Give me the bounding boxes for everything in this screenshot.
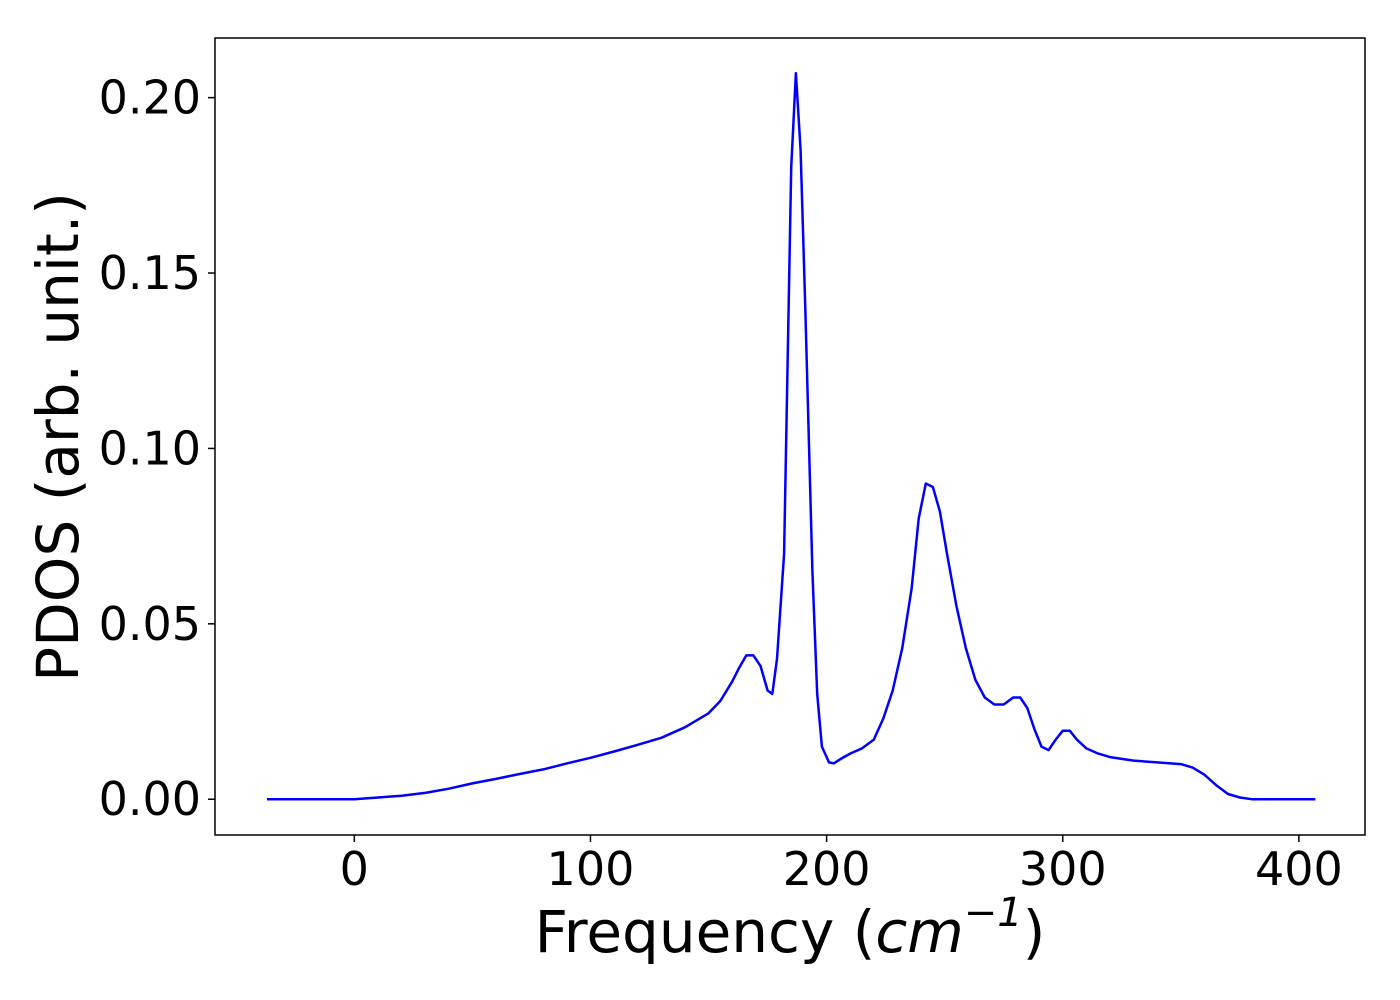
x-tick-label: 100 [547, 842, 635, 896]
y-tick-label: 0.00 [99, 772, 201, 826]
y-ticks: 0.00 0.05 0.10 0.15 0.20 [99, 71, 215, 826]
x-axis-label: Frequency (cm−1) [535, 890, 1046, 966]
y-tick-label: 0.15 [99, 246, 201, 300]
x-axis-unit-base: cm [875, 898, 963, 966]
y-tick-label: 0.10 [99, 421, 201, 475]
x-axis-label-text: Frequency [535, 898, 835, 966]
y-axis-label: PDOS (arb. unit.) [24, 192, 92, 682]
pdos-series-line [267, 71, 1316, 801]
x-tick-label: 300 [1019, 842, 1107, 896]
x-tick-label: 200 [783, 842, 871, 896]
x-axis-unit-open: ( [853, 898, 876, 966]
y-tick-label: 0.20 [99, 71, 201, 125]
x-ticks: 0 100 200 300 400 [340, 835, 1343, 896]
series-layer [267, 71, 1316, 801]
x-axis-unit-close: ) [1023, 898, 1046, 966]
x-axis-unit-exponent: −1 [964, 890, 1023, 936]
plot-frame [214, 37, 1366, 836]
x-tick-label: 0 [340, 842, 369, 896]
y-tick-label: 0.05 [99, 597, 201, 651]
x-tick-label: 400 [1255, 842, 1343, 896]
